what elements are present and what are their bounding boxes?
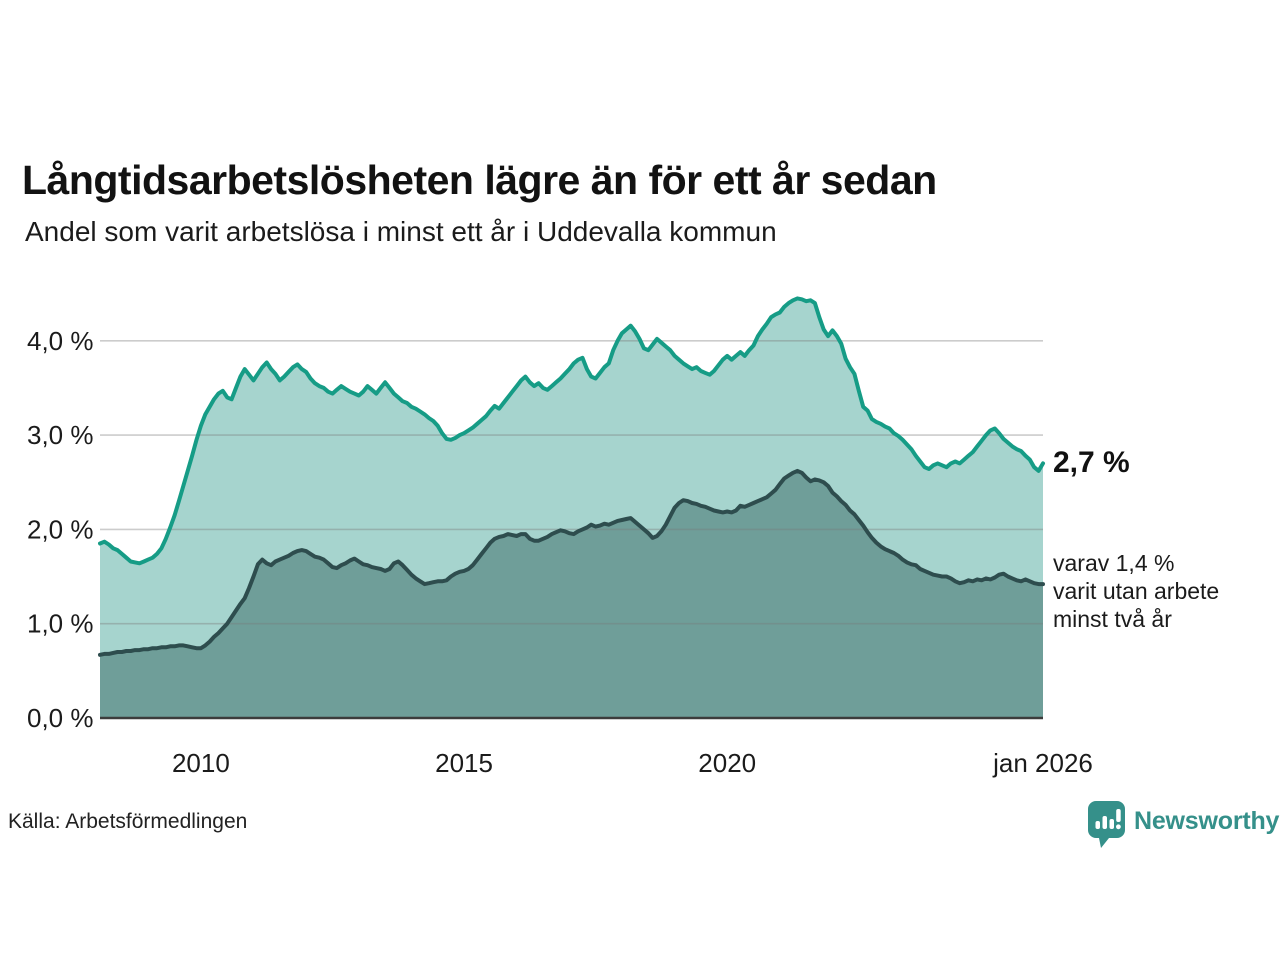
svg-text:1,0 %: 1,0 % (27, 609, 94, 639)
svg-text:2020: 2020 (698, 748, 756, 778)
chart-subtitle: Andel som varit arbetslösa i minst ett å… (25, 216, 777, 247)
svg-text:4,0 %: 4,0 % (27, 326, 94, 356)
brand-name: Newsworthy (1134, 807, 1280, 835)
svg-text:2015: 2015 (435, 748, 493, 778)
area-fills (100, 298, 1043, 718)
series-lines (98, 296, 1045, 657)
secondary-value-annotation: varav 1,4 % varit utan arbete minst två … (1053, 550, 1220, 632)
svg-text:0,0 %: 0,0 % (27, 703, 94, 733)
svg-text:3,0 %: 3,0 % (27, 420, 94, 450)
page-title: Långtidsarbetslösheten lägre än för ett … (22, 157, 937, 204)
gridlines (100, 339, 1043, 625)
svg-text:jan 2026: jan 2026 (992, 748, 1093, 778)
brand-logo: Newsworthy (1088, 801, 1279, 849)
latest-value-label: 2,7 % (1053, 446, 1130, 479)
newsworthy-bubble-chart-icon (1088, 801, 1125, 848)
svg-text:2,0 %: 2,0 % (27, 514, 94, 544)
svg-text:2010: 2010 (172, 748, 230, 778)
axis-labels: 0,0 % 1,0 % 2,0 % 3,0 % 4,0 % 2010 2015 2020 jan… (27, 326, 1093, 778)
source-attribution: Källa: Arbetsförmedlingen (8, 810, 248, 833)
